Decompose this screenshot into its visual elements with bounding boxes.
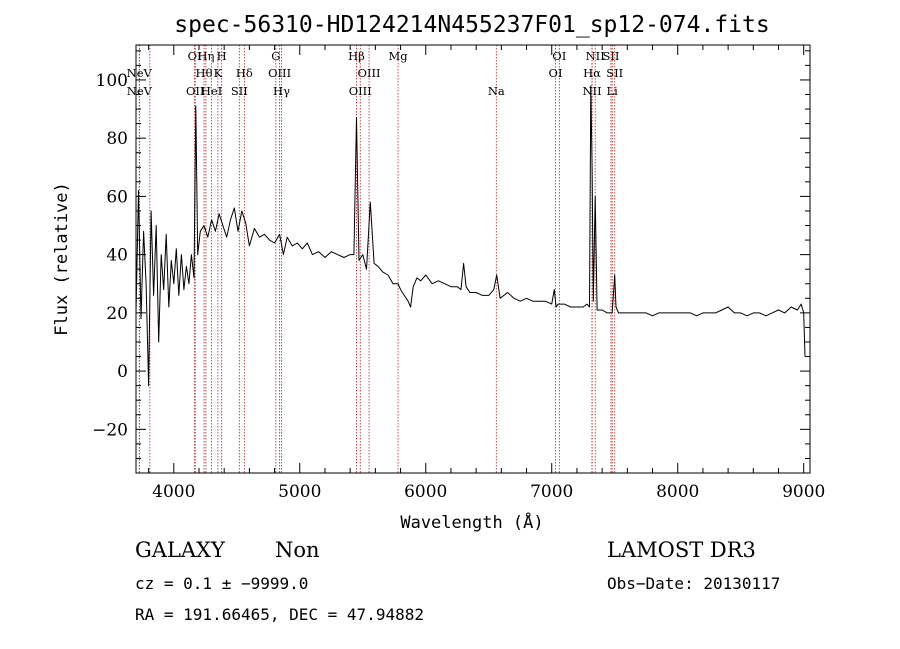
y-tick-label: 40 (106, 246, 128, 266)
line-marker-label: HeI (201, 84, 222, 98)
y-tick-label: −20 (92, 420, 128, 440)
line-marker-label: H (217, 49, 227, 63)
line-marker-label: NeV (127, 84, 153, 98)
y-tick-label: 100 (96, 71, 128, 91)
y-axis-label: Flux (relative) (52, 182, 72, 336)
y-tick-label: 60 (106, 187, 128, 207)
line-marker-label: Hη (197, 49, 214, 63)
axis-ticks: 4000 5000 6000 7000 8000 9000 −20 0 20 40 60 80 100 (92, 45, 825, 502)
y-tick-label: 0 (117, 362, 128, 382)
x-tick-label: 5000 (278, 482, 321, 502)
line-marker-label: OIII (358, 66, 381, 80)
line-marker-label: SII (606, 66, 623, 80)
line-marker-label: OI (552, 49, 566, 63)
y-tick-label: 20 (106, 304, 128, 324)
classification-label: GALAXY (135, 538, 225, 562)
coordinates-line: RA = 191.66465, DEC = 47.94882 (135, 605, 424, 624)
redshift-line: cz = 0.1 ± −9999.0 (135, 574, 309, 593)
line-marker-label: OI (549, 66, 563, 80)
subclass-label: Non (275, 538, 320, 562)
line-marker-label: K (214, 66, 223, 80)
x-tick-label: 9000 (782, 482, 825, 502)
obs-date-line: Obs−Date: 20130117 (607, 574, 781, 593)
line-marker-label: G (271, 49, 280, 63)
line-marker-label: SII (231, 84, 248, 98)
x-axis-label: Wavelength (Å) (400, 511, 543, 533)
series-line-flux (135, 85, 806, 387)
line-marker-label: NII (582, 84, 601, 98)
x-tick-label: 8000 (656, 482, 699, 502)
x-tick-label: 4000 (152, 482, 195, 502)
line-marker-label: OI (188, 49, 202, 63)
line-marker-label: OIII (349, 84, 372, 98)
x-tick-label: 7000 (530, 482, 573, 502)
survey-label: LAMOST DR3 (607, 538, 756, 562)
line-marker-label: Hδ (236, 66, 253, 80)
line-marker-label: SII (602, 49, 619, 63)
chart-title: spec-56310-HD124214N455237F01_sp12-074.f… (174, 12, 769, 38)
line-marker-label: OII (186, 84, 205, 98)
line-marker-label: Li (607, 84, 619, 98)
plot-frame (135, 44, 811, 474)
line-marker-label: Hθ (196, 66, 213, 80)
x-tick-label: 6000 (404, 482, 447, 502)
line-marker-label: Hβ (348, 49, 365, 63)
line-marker-label: Hγ (273, 84, 290, 98)
line-marker-label: OIII (268, 66, 291, 80)
y-tick-label: 80 (106, 129, 128, 149)
spectrum-series (135, 85, 806, 387)
line-marker-label: NII (586, 49, 605, 63)
line-marker-label: Mg (388, 49, 408, 63)
line-marker-label: Na (488, 84, 505, 98)
